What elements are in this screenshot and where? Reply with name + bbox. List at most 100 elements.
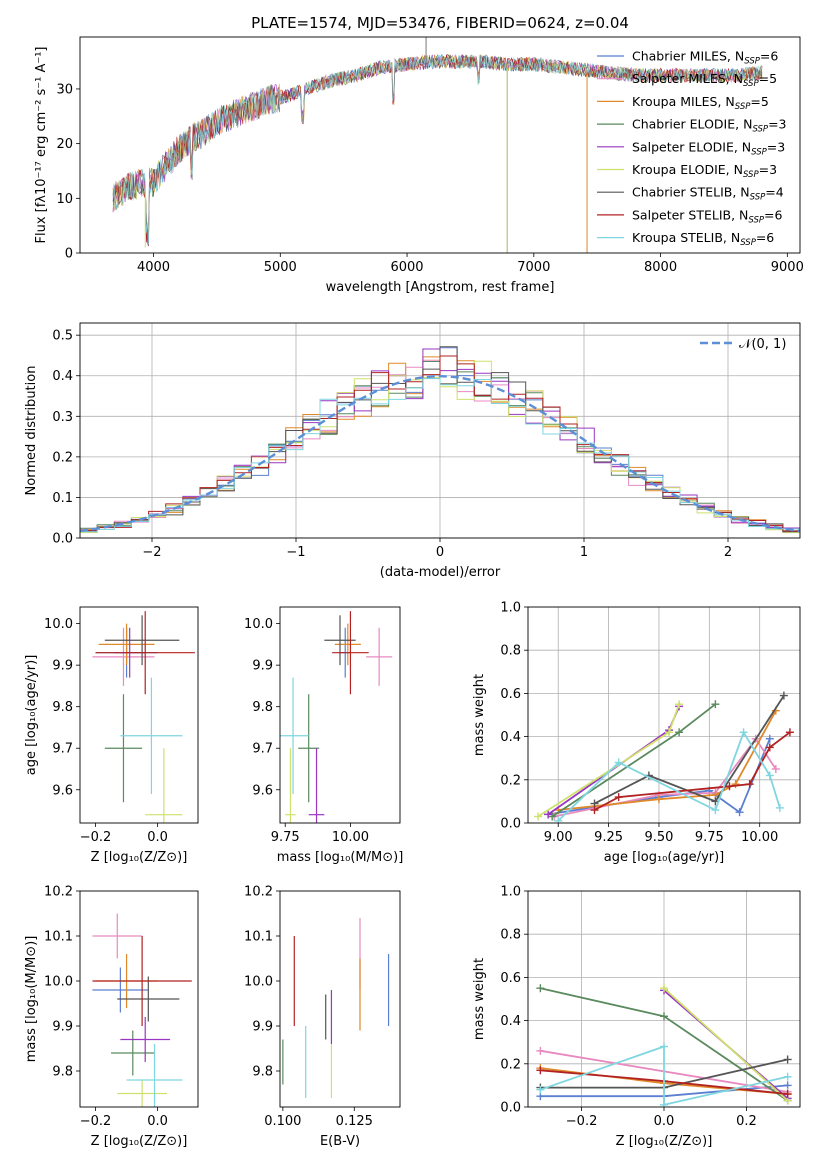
weight-line xyxy=(557,730,781,822)
errorbar-point xyxy=(92,913,143,959)
legend-value: =3 xyxy=(767,139,785,154)
y-tick-label: 9.8 xyxy=(252,1065,273,1080)
x-axis-label: wavelength [Angstrom, rest frame] xyxy=(326,280,555,295)
plus-marker xyxy=(675,700,684,709)
y-tick-label: 10.0 xyxy=(44,617,73,632)
plot-area xyxy=(112,37,763,253)
y-tick-label: 0.4 xyxy=(52,369,73,384)
plot-area xyxy=(280,611,393,823)
plus-marker xyxy=(779,691,788,700)
plus-marker xyxy=(660,984,668,993)
plus-marker xyxy=(783,1055,792,1064)
x-axis-label: Z [log₁₀(Z/Z⊙)] xyxy=(616,1134,713,1149)
y-axis-label: mass weight xyxy=(472,674,487,756)
errorbar-point xyxy=(332,611,369,695)
legend-label: Kroupa STELIB, NSSP=6 xyxy=(632,230,774,248)
legend-subscript: SSP xyxy=(751,147,767,157)
y-axis-label: mass [log₁₀(M/M⊙)] xyxy=(24,936,39,1063)
legend-label: Chabrier ELODIE, NSSP=3 xyxy=(632,117,787,135)
errorbar-point xyxy=(92,627,155,686)
plus-marker xyxy=(765,743,774,752)
y-tick-label: 0.3 xyxy=(52,410,73,425)
y-tick-label: 0.4 xyxy=(500,1014,521,1029)
legend-value: =4 xyxy=(765,185,783,200)
plus-marker xyxy=(536,1066,545,1075)
x-tick-label: 10.00 xyxy=(741,830,778,845)
weight-line xyxy=(594,731,791,811)
y-tick-label: 0.2 xyxy=(500,1057,521,1072)
y-tick-label: 9.9 xyxy=(252,1020,273,1035)
x-tick-label: 1 xyxy=(580,545,588,560)
legend-label: Kroupa ELODIE, NSSP=3 xyxy=(632,162,777,180)
plus-marker xyxy=(654,795,663,804)
y-tick-label: 0.6 xyxy=(500,687,521,702)
axes-frame xyxy=(527,890,801,1108)
x-tick-label: −1 xyxy=(286,545,305,560)
plus-marker xyxy=(544,810,553,819)
spectrum-line xyxy=(112,53,763,245)
y-axis-label: Normed distribution xyxy=(24,366,39,496)
legend-value: =3 xyxy=(768,117,786,132)
plus-marker xyxy=(783,1072,792,1081)
plus-marker xyxy=(711,700,720,709)
y-tick-label: 10.0 xyxy=(244,975,273,990)
y-axis-label: mass weight xyxy=(472,958,487,1040)
y-tick-label: 0.1 xyxy=(52,491,73,506)
legend-label: Chabrier STELIB, NSSP=4 xyxy=(632,185,784,203)
errorbar-point xyxy=(366,627,393,686)
plus-marker xyxy=(548,812,557,821)
y-tick-label: 30 xyxy=(56,82,73,97)
plus-marker xyxy=(765,771,774,780)
x-axis-label: Z [log₁₀(Z/Z⊙)] xyxy=(91,850,188,865)
axes-frame xyxy=(79,606,199,824)
x-axis-label: Z [log₁₀(Z/Z⊙)] xyxy=(91,1134,188,1149)
y-tick-label: 0.6 xyxy=(500,971,521,986)
y-tick-label: 20 xyxy=(56,137,73,152)
axes-frame xyxy=(79,890,199,1108)
plus-marker xyxy=(534,812,543,821)
x-tick-label: 0.0 xyxy=(147,1114,168,1129)
errorbar-point xyxy=(104,694,143,803)
legend-subscript: SSP xyxy=(744,57,760,67)
y-tick-label: 9.8 xyxy=(52,700,73,715)
legend-subscript: SSP xyxy=(748,215,764,225)
plus-marker xyxy=(785,728,794,737)
axes-mass_vs_ebv: 0.100 0.125 9.8 9.9 10.0 10.1 10.2 E(B-V) xyxy=(244,885,401,1149)
plot-area xyxy=(282,918,390,1098)
x-tick-label: −0.2 xyxy=(566,1114,598,1129)
legend-label: Salpeter STELIB, NSSP=6 xyxy=(632,207,782,225)
x-tick-label: 0.0 xyxy=(147,830,168,845)
plus-marker xyxy=(725,782,734,791)
y-tick-label: 9.8 xyxy=(252,700,273,715)
plus-marker xyxy=(554,816,563,823)
x-tick-label: 4000 xyxy=(137,260,170,275)
axes-frame xyxy=(79,36,801,254)
plus-marker xyxy=(765,734,774,743)
plus-marker xyxy=(614,758,623,767)
errorbar-point xyxy=(98,623,155,666)
axes-age_vs_Z: −0.2 0.0 9.6 9.7 9.8 9.9 10.0 Z [log₁₀(Z/Z⊙)] ag… xyxy=(24,606,199,865)
legend-label: Chabrier MILES, NSSP=6 xyxy=(632,49,778,67)
errorbar-point xyxy=(280,677,309,794)
errorbar-point xyxy=(298,694,320,803)
x-tick-label: 0.0 xyxy=(654,1114,675,1129)
errorbar-point xyxy=(120,1017,171,1062)
y-tick-label: 9.9 xyxy=(52,1020,73,1035)
y-tick-label: 0.0 xyxy=(500,1101,521,1116)
plus-marker xyxy=(731,780,740,789)
plus-marker xyxy=(665,728,674,737)
y-tick-label: 0.0 xyxy=(500,817,521,832)
x-tick-label: 7000 xyxy=(517,260,550,275)
errorbar-point xyxy=(334,623,361,666)
legend-value: =3 xyxy=(759,162,777,177)
y-tick-label: 9.8 xyxy=(52,1065,73,1080)
y-tick-label: 0.8 xyxy=(500,644,521,659)
x-axis-label: mass [log₁₀(M/M⊙)] xyxy=(277,850,404,865)
x-tick-label: 6000 xyxy=(390,260,423,275)
errorbar-point xyxy=(95,611,195,695)
x-tick-label: −0.2 xyxy=(80,830,112,845)
plus-marker xyxy=(660,1100,668,1107)
x-tick-label: 9.75 xyxy=(695,830,724,845)
legend-subscript: SSP xyxy=(743,79,759,89)
axes-weight_vs_Z: −0.2 0.0 0.2 0.0 0.2 0.4 0.6 0.8 1.0 Z [log₁₀(Z/Z… xyxy=(472,885,801,1149)
